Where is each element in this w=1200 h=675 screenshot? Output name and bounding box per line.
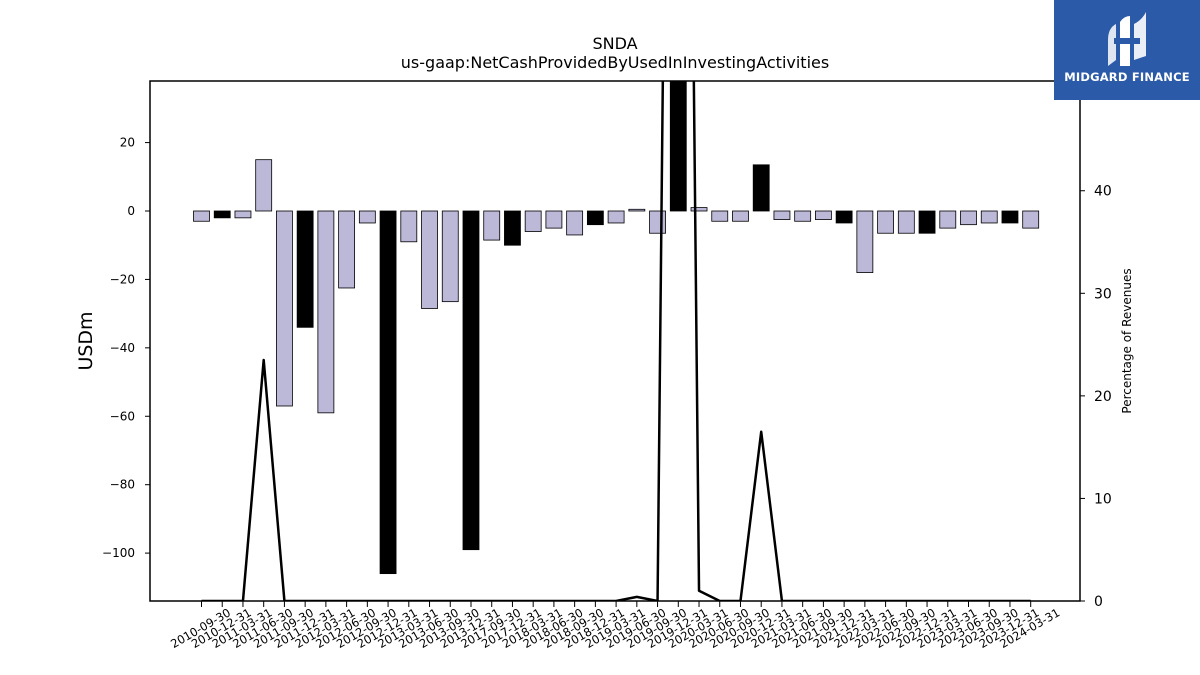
y2-axis-label: Percentage of Revenues [1120, 268, 1134, 413]
y-tick-label: −40 [110, 341, 135, 355]
bar-2017-12-31 [504, 210, 521, 246]
bar-2023-09-30 [980, 210, 998, 224]
bar-2018-09-30 [566, 210, 584, 236]
bar-2021-12-31 [835, 210, 853, 224]
y-tick-label: −20 [110, 272, 135, 286]
bar-2021-06-30 [794, 210, 812, 222]
bar-2021-03-31 [773, 210, 791, 220]
bar-2011-03-31 [234, 210, 252, 219]
bar-2020-06-30 [711, 210, 729, 222]
bar-2013-06-30 [421, 210, 438, 309]
bar-2011-12-31 [296, 210, 314, 328]
y2-tick-label: 0 [1094, 594, 1103, 610]
bar-2011-06-30 [255, 159, 273, 212]
y2-tick-label: 30 [1094, 286, 1112, 302]
bar-2012-03-31 [317, 210, 335, 414]
bar-2012-12-31 [379, 210, 397, 575]
bar-2019-06-30 [628, 208, 646, 212]
bar-2012-06-30 [338, 210, 356, 289]
bar-2010-12-31 [213, 210, 231, 219]
bar-2024-03-31 [1022, 210, 1040, 229]
bar-2018-06-30 [545, 210, 563, 229]
bar-2019-03-31 [607, 210, 625, 224]
plot-area [193, 81, 1040, 601]
y-tick-label: −80 [110, 478, 135, 492]
bar-2013-12-31 [462, 210, 480, 551]
y-axis-right: 0 10 20 30 40 [1080, 184, 1112, 610]
bar-2022-09-30 [897, 210, 915, 234]
y2-tick-label: 10 [1094, 491, 1112, 507]
bar-2023-06-30 [960, 210, 977, 226]
bar-2018-03-31 [524, 210, 542, 232]
bar-2010-09-30 [193, 210, 210, 222]
midgard-finance-logo-icon [1108, 12, 1146, 66]
plot-frame [149, 80, 1081, 602]
bar-2020-12-31 [752, 164, 770, 212]
bar-2011-09-30 [276, 210, 293, 407]
bar-2020-09-30 [732, 210, 749, 222]
bar-2022-03-31 [856, 210, 874, 273]
y-tick-label: −100 [102, 546, 135, 560]
bar-2020-03-31 [690, 207, 708, 212]
bar-2018-12-31 [586, 210, 604, 226]
chart-subtitle: us-gaap:NetCashProvidedByUsedInInvesting… [401, 53, 829, 72]
chart-title: SNDA [592, 34, 637, 53]
bar-2012-09-30 [358, 210, 376, 224]
y-axis-label: USDm [75, 311, 97, 370]
bar-2023-12-31 [1001, 210, 1019, 224]
bar-2019-12-31 [669, 81, 687, 212]
bar-2013-09-30 [441, 210, 459, 303]
bar-2022-06-30 [877, 210, 894, 234]
y-tick-label: −60 [110, 409, 135, 423]
bar-2023-03-31 [939, 210, 957, 229]
y-axis-left: 20 0 −20 −40 −60 −80 −100 [102, 136, 150, 560]
bar-2013-03-31 [400, 210, 418, 243]
y-tick-label: 0 [127, 204, 135, 218]
y-tick-label: 20 [120, 136, 135, 150]
brand-logo: MIDGARD FINANCE [1054, 0, 1200, 100]
y2-tick-label: 20 [1094, 389, 1112, 405]
brand-logo-text: MIDGARD FINANCE [1064, 70, 1190, 84]
bar-2017-09-30 [483, 210, 501, 241]
bar-2019-09-30 [649, 210, 666, 234]
x-axis: 2010-09-302010-12-312011-03-312011-06-30… [168, 601, 1062, 651]
bar-2021-09-30 [815, 210, 832, 220]
y2-tick-label: 40 [1094, 184, 1112, 200]
bar-2022-12-31 [918, 210, 936, 234]
